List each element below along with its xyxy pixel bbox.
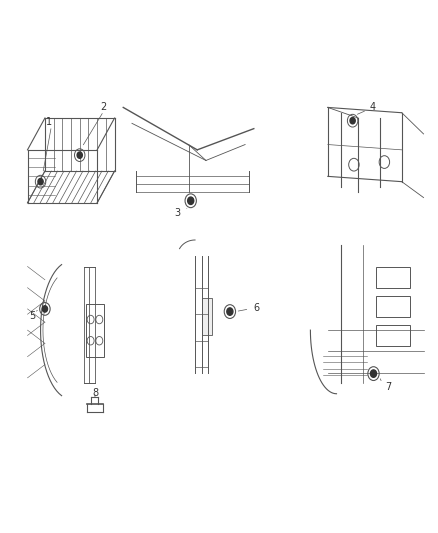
Circle shape <box>77 152 82 158</box>
Circle shape <box>227 308 233 316</box>
FancyBboxPatch shape <box>86 304 104 357</box>
Text: 4: 4 <box>370 102 376 112</box>
Text: 6: 6 <box>253 303 259 313</box>
Text: 7: 7 <box>385 382 391 392</box>
Circle shape <box>42 306 47 312</box>
Text: 8: 8 <box>92 387 98 398</box>
Circle shape <box>350 117 355 124</box>
Circle shape <box>187 197 194 205</box>
Text: 2: 2 <box>101 102 107 112</box>
Circle shape <box>38 179 43 185</box>
Text: 5: 5 <box>29 311 35 321</box>
Text: 1: 1 <box>46 117 52 127</box>
Text: 3: 3 <box>175 208 181 219</box>
FancyBboxPatch shape <box>376 296 410 317</box>
FancyBboxPatch shape <box>201 298 212 335</box>
FancyBboxPatch shape <box>376 325 410 346</box>
Circle shape <box>371 370 377 377</box>
FancyBboxPatch shape <box>376 266 410 288</box>
